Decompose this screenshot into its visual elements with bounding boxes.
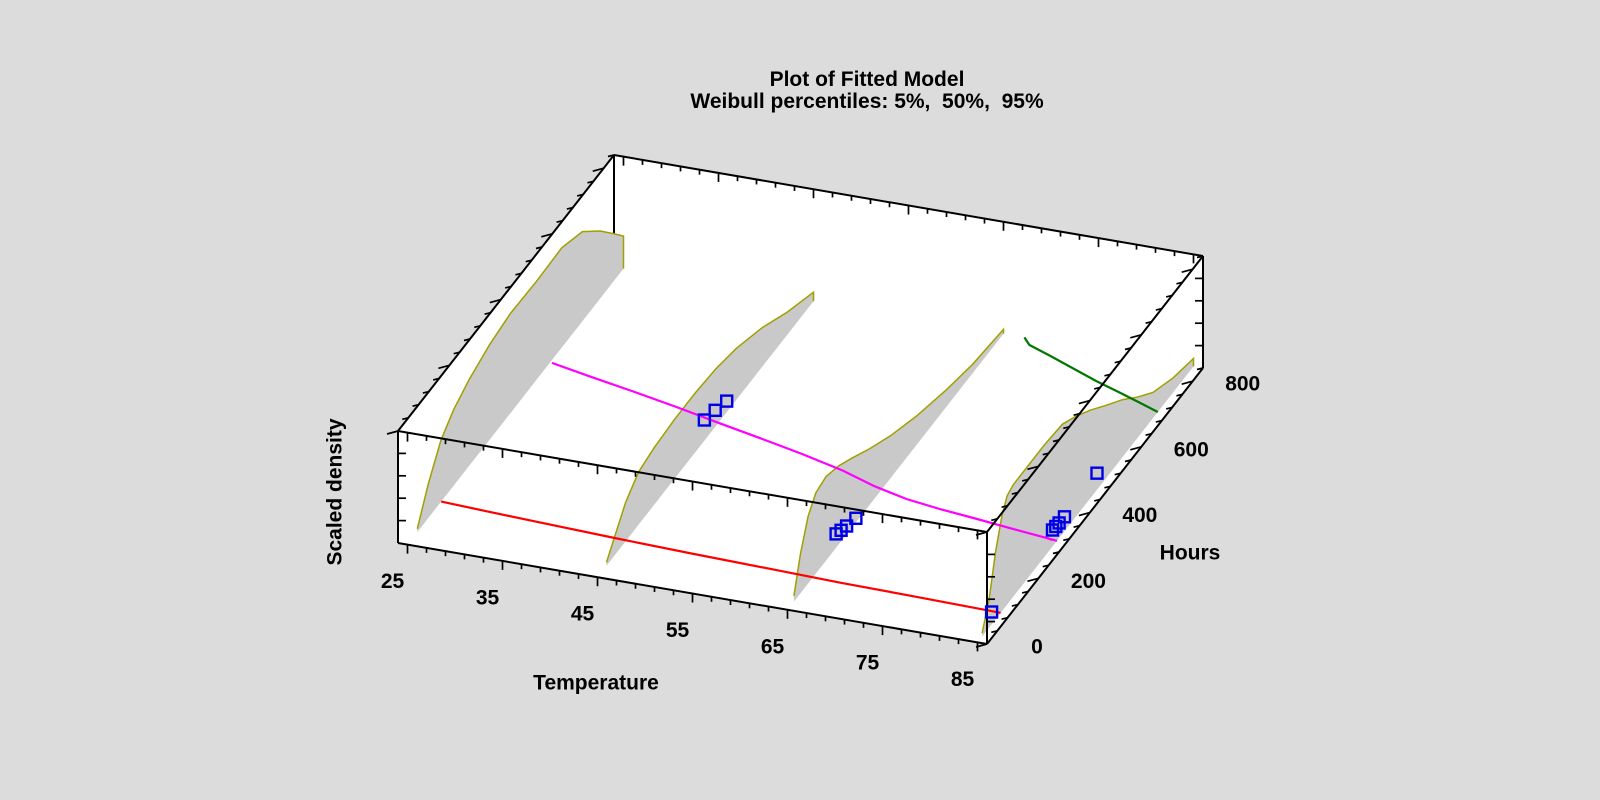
density-fin-t25	[417, 231, 624, 533]
x-tick-label: 25	[381, 570, 405, 593]
x-axis-label: Temperature	[533, 672, 659, 695]
density-fin-ridge-t65	[793, 327, 1005, 597]
density-fin-ridge-t85	[981, 356, 1195, 634]
y-tick-label: 200	[1071, 570, 1106, 593]
percentile-curves-front	[1023, 336, 1159, 542]
x-tick-label: 45	[571, 603, 595, 626]
data-point-t85	[1049, 519, 1063, 534]
x-tick-label: 35	[476, 586, 500, 609]
density-fin-t85	[982, 358, 1194, 637]
y-tick-label: 600	[1174, 438, 1209, 461]
x-tick-label: 65	[761, 635, 785, 658]
x-tick-label: 85	[951, 668, 975, 691]
chart-subtitle: Weibull percentiles: 5%, 50%, 95%	[690, 90, 1044, 113]
density-fins	[416, 230, 1195, 637]
y-axis-label: Hours	[1160, 542, 1221, 565]
data-point-t85	[1090, 466, 1104, 480]
percentile-curves	[440, 361, 1058, 614]
axis-tick-labels: 25 35 45 55 65 75 85 0 200 400 600 800	[381, 373, 1260, 691]
data-point-t65	[849, 511, 863, 525]
data-point-t45	[708, 403, 722, 418]
density-fin-ridge-t45	[605, 290, 815, 563]
density-fin-t45	[606, 292, 814, 566]
plot-box-frame-back	[386, 154, 1204, 435]
x-tick-label: 75	[856, 652, 880, 675]
percentile-line-50%-dash	[1044, 536, 1053, 542]
data-points	[697, 394, 1104, 619]
data-point-t85	[1057, 510, 1072, 524]
plot-generated-content: 25 35 45 55 65 75 85 0 200 400 600 800	[381, 154, 1260, 691]
percentile-line-5%	[440, 500, 1001, 614]
plot-box-frame-front	[397, 255, 1204, 652]
data-point-t45	[697, 413, 712, 427]
x-tick-label: 55	[666, 619, 690, 642]
density-fin-ridge-t25	[416, 230, 625, 529]
data-point-t65	[839, 519, 854, 533]
percentile-line-95%	[1023, 336, 1159, 413]
z-axis-label: Scaled density	[324, 418, 347, 565]
percentile-line-50%	[551, 361, 1058, 542]
y-tick-label: 400	[1122, 504, 1157, 527]
data-point-t45	[720, 394, 734, 408]
chart-title: Plot of Fitted Model	[770, 68, 965, 91]
y-tick-label: 800	[1225, 373, 1260, 396]
y-tick-label: 0	[1031, 636, 1043, 659]
data-point-t85	[984, 605, 999, 619]
